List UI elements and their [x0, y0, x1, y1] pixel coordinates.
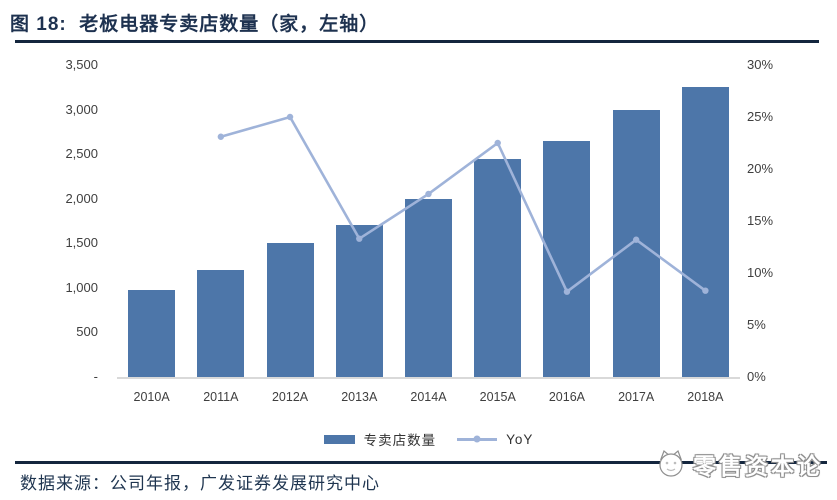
legend-bar-label: 专卖店数量: [363, 433, 437, 448]
legend-bar-swatch: [323, 434, 355, 444]
left-axis-tick-label: 2,500: [65, 146, 98, 162]
watermark-text: 零售资本论: [693, 453, 823, 479]
left-axis-tick-label: 3,000: [65, 101, 98, 117]
right-axis-tick-label: 5%: [747, 317, 766, 332]
legend: 专卖店数量 YoY: [117, 430, 740, 448]
right-axis-tick-label: 15%: [747, 213, 774, 228]
x-axis-label-2016A: 2016A: [548, 390, 586, 404]
left-axis-tick-label: 500: [76, 324, 98, 340]
right-axis-tick-label: 10%: [747, 265, 774, 280]
x-axis-label-2018A: 2018A: [687, 390, 724, 404]
x-axis-label-2010A: 2010A: [133, 390, 170, 404]
yoy-marker: [217, 133, 225, 140]
bar-2018A: [681, 87, 729, 377]
watermark-logo: 零售资本论: [655, 444, 823, 484]
yoy-marker: [425, 190, 432, 198]
x-axis-label-2013A: 2013A: [341, 390, 378, 404]
legend-line-label: YoY: [506, 431, 534, 447]
yoy-marker: [563, 288, 571, 295]
x-axis-label-2014A: 2014A: [410, 390, 447, 404]
bar-2010A: [128, 290, 176, 377]
left-axis-tick-label: 1,000: [65, 279, 98, 295]
bar-2017A: [612, 109, 660, 377]
yoy-marker: [356, 235, 363, 242]
x-axis-label-2011A: 2011A: [203, 390, 239, 404]
yoy-marker: [494, 139, 501, 147]
title-divider: [15, 40, 819, 43]
bar-2011A: [197, 270, 245, 377]
bar-2012A: [266, 243, 314, 377]
right-axis-tick-label: 30%: [747, 57, 774, 72]
x-axis-label-2015A: 2015A: [479, 390, 516, 404]
bar-2014A: [405, 198, 452, 377]
left-axis-tick-label: 2,000: [65, 190, 98, 206]
yoy-marker: [286, 113, 294, 121]
right-axis-tick-label: 20%: [747, 161, 774, 176]
legend-line-marker: [473, 435, 481, 443]
source-note: 数据来源：公司年报，广发证券发展研究中心: [20, 474, 380, 493]
legend-line-swatch: [457, 435, 498, 443]
bottom-divider: [15, 461, 827, 464]
right-axis-tick-label: 25%: [747, 109, 774, 124]
yoy-line-series: [217, 113, 709, 295]
yoy-marker: [702, 287, 709, 294]
left-axis-tick-label: 3,500: [65, 57, 98, 72]
x-axis-label-2017A: 2017A: [618, 390, 655, 404]
x-axis-label-2012A: 2012A: [271, 390, 309, 404]
left-axis-tick-label: -: [93, 369, 98, 384]
mascot-icon: [659, 449, 683, 477]
bar-2013A: [335, 225, 383, 377]
bar-2015A: [474, 158, 522, 377]
figure-title: 图 18: 老板电器专卖店数量（家，左轴）: [10, 14, 380, 35]
yoy-marker: [632, 236, 640, 243]
plot-area: [117, 65, 740, 379]
yoy-line: [220, 115, 707, 294]
left-axis-tick-label: 1,500: [65, 235, 98, 251]
right-axis-tick-label: 0%: [747, 369, 766, 384]
